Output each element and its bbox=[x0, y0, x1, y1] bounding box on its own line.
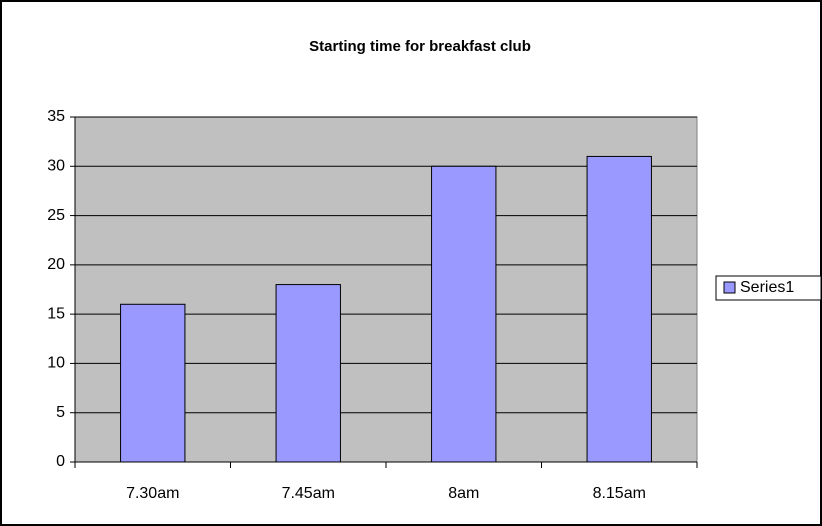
bar bbox=[275, 284, 341, 463]
y-tick-label: 35 bbox=[47, 108, 65, 125]
y-tick-label: 25 bbox=[47, 207, 65, 224]
y-tick-label: 30 bbox=[47, 158, 65, 175]
bar bbox=[586, 155, 652, 463]
x-tick-label: 8.15am bbox=[593, 485, 646, 502]
x-tick-label: 7.30am bbox=[126, 485, 179, 502]
y-tick-label: 10 bbox=[47, 355, 65, 372]
x-tick-label: 7.45am bbox=[282, 485, 335, 502]
y-tick-label: 0 bbox=[56, 453, 65, 470]
bar bbox=[431, 165, 497, 463]
y-tick-label: 5 bbox=[56, 404, 65, 421]
bar bbox=[120, 303, 186, 463]
legend-swatch bbox=[723, 281, 736, 294]
y-tick-label: 20 bbox=[47, 256, 65, 273]
chart-title: Starting time for breakfast club bbox=[309, 38, 531, 55]
y-tick-label: 15 bbox=[47, 305, 65, 322]
legend-label: Series1 bbox=[740, 279, 794, 296]
x-tick-label: 8am bbox=[448, 485, 479, 502]
